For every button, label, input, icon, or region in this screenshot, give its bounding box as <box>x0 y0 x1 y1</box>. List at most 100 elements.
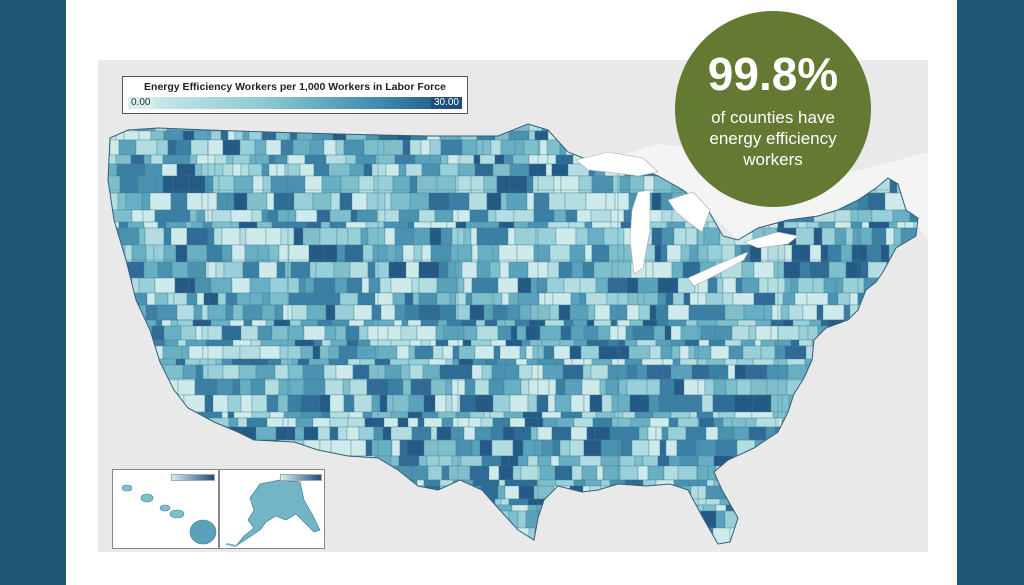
county-tile <box>774 292 784 306</box>
county-tile <box>423 439 439 457</box>
county-tile <box>339 192 353 211</box>
county-tile <box>548 192 566 211</box>
county-tile <box>177 339 187 347</box>
county-tile <box>614 192 630 211</box>
county-tile <box>740 339 756 347</box>
county-tile <box>468 192 488 211</box>
county-tile <box>840 244 853 263</box>
county-tile <box>651 227 663 246</box>
county-tile <box>484 358 498 366</box>
county-tile <box>586 339 609 347</box>
county-tile <box>146 292 156 306</box>
county-tile <box>698 417 715 428</box>
county-tile <box>455 292 467 306</box>
county-tile <box>782 319 794 327</box>
county-tile <box>259 345 281 360</box>
county-tile <box>500 498 510 506</box>
county-tile <box>392 292 406 306</box>
county-tile <box>837 292 851 306</box>
county-tile <box>551 426 572 441</box>
county-tile <box>680 244 691 263</box>
county-tile <box>430 378 447 396</box>
county-tile <box>583 325 599 341</box>
county-tile <box>353 394 373 413</box>
county-tile <box>265 227 282 246</box>
county-tile <box>546 139 561 156</box>
county-tile <box>446 221 457 229</box>
county-tile <box>350 209 358 223</box>
county-tile <box>599 378 607 396</box>
county-tile <box>436 426 452 441</box>
county-tile <box>497 325 512 341</box>
county-tile <box>174 277 190 294</box>
county-tile <box>460 455 483 467</box>
county-tile <box>371 394 381 413</box>
county-tile <box>293 192 314 211</box>
county-tile <box>461 139 478 156</box>
county-tile <box>605 192 616 211</box>
county-tile <box>658 394 678 413</box>
county-tile <box>429 139 442 156</box>
county-tile <box>138 227 146 246</box>
county-tile <box>126 163 146 177</box>
county-tile <box>382 426 392 441</box>
legend-title: Energy Efficiency Workers per 1,000 Work… <box>144 81 446 93</box>
county-tile <box>161 163 178 177</box>
county-tile <box>409 175 418 194</box>
county-tile <box>706 479 715 487</box>
county-tile <box>536 426 553 441</box>
county-tile <box>790 277 799 294</box>
county-tile <box>755 325 772 341</box>
county-tile <box>469 209 489 223</box>
county-tile <box>755 417 777 428</box>
county-tile <box>570 426 588 441</box>
county-tile <box>155 319 163 327</box>
county-tile <box>509 175 528 194</box>
county-tile <box>634 411 654 419</box>
county-tile <box>735 277 743 294</box>
county-tile <box>237 417 248 428</box>
county-tile <box>799 261 811 279</box>
county-tile <box>251 411 271 419</box>
county-tile <box>238 364 257 380</box>
county-tile <box>774 345 786 360</box>
county-tile <box>558 304 571 321</box>
county-tile <box>491 364 506 380</box>
county-tile <box>364 417 385 428</box>
county-tile <box>251 209 263 223</box>
county-tile <box>822 304 845 321</box>
county-tile <box>473 154 481 165</box>
county-tile <box>239 139 256 156</box>
county-tile <box>232 339 252 347</box>
county-tile <box>493 345 501 360</box>
county-tile <box>481 455 502 467</box>
county-tile <box>222 364 240 380</box>
county-tile <box>369 339 392 347</box>
county-tile <box>492 292 503 306</box>
county-tile <box>753 261 775 279</box>
county-tile <box>472 479 493 487</box>
county-tile <box>359 358 376 366</box>
lake-ontario <box>743 231 799 249</box>
county-tile <box>278 378 291 396</box>
county-tile <box>476 261 491 279</box>
county-tile <box>794 292 808 306</box>
county-tile <box>806 221 820 229</box>
county-tile <box>760 345 776 360</box>
county-tile <box>532 175 555 194</box>
county-tile <box>555 378 566 396</box>
county-tile <box>371 411 392 419</box>
county-tile <box>491 439 514 457</box>
county-tile <box>303 378 326 396</box>
county-tile <box>455 439 473 457</box>
county-tile <box>214 163 224 177</box>
county-tile <box>494 498 502 506</box>
county-tile <box>755 319 772 327</box>
county-tile <box>519 345 527 360</box>
county-tile <box>144 163 163 177</box>
county-tile <box>408 358 430 366</box>
county-tile <box>750 378 768 396</box>
county-tile <box>736 378 752 396</box>
county-tile <box>594 304 611 321</box>
county-tile <box>642 319 658 327</box>
